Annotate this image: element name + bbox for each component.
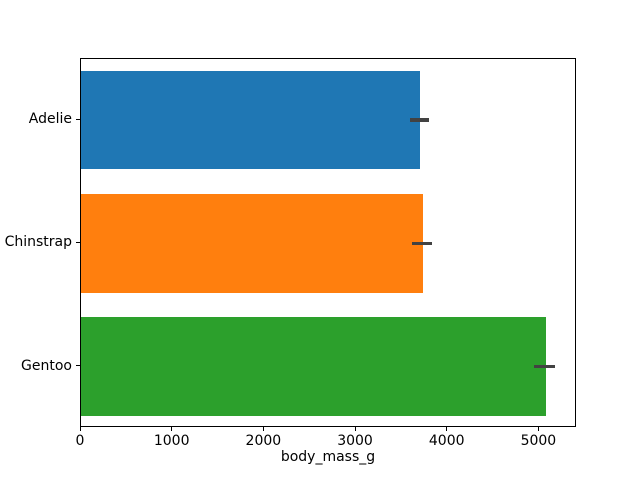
- errorbar-chinstrap: [412, 241, 432, 246]
- x-tick-4000: [446, 427, 448, 432]
- y-tick-label-chinstrap: Chinstrap: [4, 234, 72, 251]
- bar-gentoo: [81, 317, 547, 416]
- plot-area: [80, 57, 576, 428]
- x-tick-3000: [354, 427, 356, 432]
- y-tick-adelie: [76, 118, 80, 120]
- errorbar-adelie: [410, 118, 429, 122]
- y-tick-chinstrap: [76, 241, 80, 243]
- x-tick-1000: [171, 427, 173, 432]
- x-tick-label-0: 0: [75, 432, 85, 449]
- x-tick-label-4000: 4000: [428, 432, 465, 449]
- x-tick-0: [79, 427, 81, 432]
- y-tick-label-gentoo: Gentoo: [21, 357, 72, 374]
- x-axis-label: body_mass_g: [280, 449, 376, 465]
- x-tick-label-1000: 1000: [153, 432, 190, 449]
- errorbar-gentoo: [533, 364, 556, 369]
- x-tick-label-5000: 5000: [520, 432, 557, 449]
- x-tick-2000: [262, 427, 264, 432]
- bar-adelie: [81, 70, 421, 170]
- y-tick-label-adelie: Adelie: [28, 111, 72, 128]
- bar-chinstrap: [81, 194, 424, 293]
- x-tick-label-2000: 2000: [245, 432, 282, 449]
- x-tick-label-3000: 3000: [337, 432, 373, 449]
- x-tick-5000: [537, 427, 539, 432]
- y-tick-gentoo: [76, 365, 80, 367]
